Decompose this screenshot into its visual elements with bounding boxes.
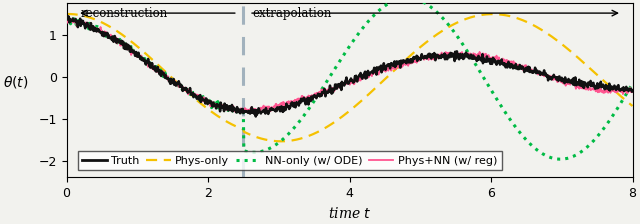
Phys+NN (w/ reg) — [63, 21, 70, 24]
Line: Truth: Truth — [67, 16, 632, 116]
Truth — [628, 89, 636, 92]
Phys-only — [121, 35, 129, 38]
Y-axis label: $\theta(t)$: $\theta(t)$ — [3, 74, 29, 90]
Truth — [63, 16, 70, 18]
NN-only (w/ ODE) — [504, 116, 512, 118]
X-axis label: time $t$: time $t$ — [328, 206, 371, 220]
Legend: Truth, Phys-only, NN-only (w/ ODE), Phys+NN (w/ reg): Truth, Phys-only, NN-only (w/ ODE), Phys… — [78, 151, 502, 170]
Truth — [292, 101, 300, 103]
Phys-only — [515, 17, 523, 20]
Phys+NN (w/ reg) — [452, 53, 460, 56]
Phys+NN (w/ reg) — [515, 63, 523, 66]
Text: extrapolation: extrapolation — [252, 6, 332, 20]
NN-only (w/ ODE) — [292, 125, 300, 128]
Phys-only — [292, 138, 300, 141]
Line: Phys-only: Phys-only — [67, 14, 632, 141]
Phys-only — [505, 15, 513, 17]
Phys-only — [313, 131, 321, 134]
Truth — [121, 43, 129, 46]
Phys+NN (w/ reg) — [505, 60, 513, 63]
NN-only (w/ ODE) — [120, 42, 128, 45]
NN-only (w/ ODE) — [628, 82, 636, 85]
Text: reconstruction: reconstruction — [81, 6, 168, 20]
Truth — [452, 54, 460, 57]
Phys-only — [628, 105, 636, 107]
Phys-only — [452, 22, 460, 24]
NN-only (w/ ODE) — [312, 97, 319, 100]
Phys+NN (w/ reg) — [68, 18, 76, 21]
NN-only (w/ ODE) — [515, 130, 522, 132]
Phys-only — [63, 13, 70, 15]
NN-only (w/ ODE) — [557, 158, 564, 161]
Truth — [252, 115, 260, 118]
Phys+NN (w/ reg) — [245, 112, 253, 114]
Phys+NN (w/ reg) — [313, 91, 321, 94]
Line: NN-only (w/ ODE): NN-only (w/ ODE) — [67, 0, 632, 159]
Phys+NN (w/ reg) — [292, 100, 300, 103]
Phys+NN (w/ reg) — [121, 46, 129, 49]
Truth — [515, 68, 523, 70]
Phys+NN (w/ reg) — [628, 89, 636, 92]
Truth — [505, 62, 513, 65]
Line: Phys+NN (w/ reg): Phys+NN (w/ reg) — [67, 20, 632, 113]
Phys-only — [277, 140, 285, 143]
Truth — [65, 15, 72, 18]
Truth — [313, 95, 321, 97]
NN-only (w/ ODE) — [452, 33, 460, 36]
NN-only (w/ ODE) — [63, 18, 70, 21]
Phys-only — [65, 13, 72, 15]
